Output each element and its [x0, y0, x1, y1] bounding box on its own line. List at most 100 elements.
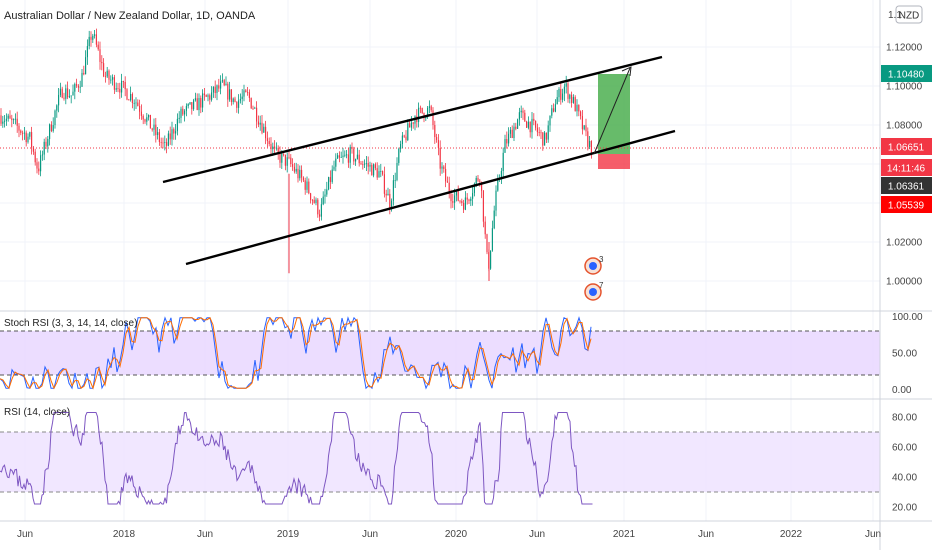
loss-zone[interactable] [598, 154, 630, 169]
candle-body [461, 201, 463, 203]
price-label-text-prev-close: 1.06361 [888, 182, 925, 193]
candle-body [41, 154, 43, 156]
candle-body [202, 93, 204, 108]
candle-body [547, 125, 549, 140]
candle-body [333, 166, 335, 170]
candle-body [133, 102, 135, 104]
candle-body [425, 116, 427, 119]
candle-body [482, 190, 484, 222]
candle-body [4, 120, 6, 122]
candle-body [189, 102, 191, 105]
candle-body [302, 177, 304, 181]
candle-body [434, 125, 436, 138]
candle-body [65, 88, 67, 99]
candle-body [106, 70, 108, 77]
candle-body [398, 148, 400, 163]
event-badge-earnings-icon[interactable]: 3 [584, 255, 604, 275]
candle-body [124, 81, 126, 90]
candle-body [565, 83, 567, 87]
candle-body [419, 107, 421, 109]
candle-body [569, 94, 571, 99]
rsi-tick-label: 40.00 [892, 473, 917, 484]
candle-body [389, 193, 391, 209]
candle-body [36, 162, 38, 169]
candle-body [83, 72, 85, 75]
candle-body [524, 112, 526, 122]
time-tick-label: 2022 [780, 529, 803, 540]
candle-body [58, 94, 60, 106]
candle-body [50, 124, 52, 131]
candle-body [439, 147, 441, 169]
candle-body [356, 154, 358, 159]
channel-upper-line[interactable] [162, 55, 663, 184]
time-tick-label: 2019 [277, 529, 300, 540]
candle-body [540, 132, 542, 134]
candle-body [16, 118, 18, 126]
candle-body [418, 107, 420, 123]
candle-body [59, 88, 61, 95]
candle-body [230, 89, 232, 102]
candle-body [490, 250, 492, 269]
stoch-d-line [0, 316, 592, 390]
candle-body [142, 115, 144, 120]
candle-body [218, 85, 220, 89]
candle-body [261, 122, 263, 133]
candle-body [23, 132, 25, 134]
candle-body [275, 147, 277, 149]
projection-arrow-head-icon [621, 66, 632, 77]
candle-body [500, 171, 502, 178]
candle-body [589, 141, 591, 147]
candle-body [113, 77, 115, 90]
stoch-rsi-title[interactable]: Stoch RSI (3, 3, 14, 14, close) [4, 318, 137, 329]
time-tick-label: Jun [17, 529, 33, 540]
candle-body [358, 154, 360, 164]
projection-arrow-line[interactable] [593, 67, 631, 155]
rsi-title[interactable]: RSI (14, close) [4, 407, 70, 418]
candle-body [221, 80, 223, 82]
candle-body [31, 132, 33, 148]
channel-lower-line[interactable] [185, 129, 676, 266]
time-tick-label: Jun [698, 529, 714, 540]
chart-title: Australian Dollar / New Zealand Dollar, … [4, 10, 256, 22]
candle-body [85, 57, 87, 75]
candle-body [67, 88, 69, 98]
candle-body [297, 168, 299, 179]
price-label-target [881, 65, 932, 82]
candle-body [396, 162, 398, 180]
candle-body [101, 61, 103, 64]
candle-body [590, 141, 592, 156]
candle-body [342, 155, 344, 157]
candle-body [387, 193, 389, 196]
profit-zone[interactable] [598, 74, 630, 154]
candle-body [572, 97, 574, 103]
candle-body [52, 125, 54, 131]
candle-body [504, 139, 506, 153]
price-labels: 1.10480 1.06651 14:11:46 1.06361 1.05539 [881, 65, 932, 213]
time-axis[interactable]: Jun 2018 Jun 2019 Jun 2020 Jun 2021 Jun 2022 Jun [17, 529, 881, 540]
price-label-text-countdown: 14:11:46 [887, 164, 926, 175]
candle-body [542, 132, 544, 146]
candle-body [216, 85, 218, 93]
event-badge-dividend-icon[interactable]: 7 [584, 281, 604, 301]
candle-body [407, 123, 409, 141]
candle-body [308, 181, 310, 194]
candle-body [234, 98, 236, 102]
candle-body [497, 179, 499, 191]
candle-body [268, 141, 270, 145]
candle-body [0, 115, 2, 124]
candle-body [385, 193, 387, 196]
candle-body [311, 199, 313, 201]
currency-badge[interactable]: NZD [895, 5, 923, 24]
candle-body [7, 115, 9, 119]
candle-body [292, 164, 294, 167]
candle-body [88, 36, 90, 47]
candle-body [337, 155, 339, 159]
candle-body [427, 107, 429, 117]
price-axis[interactable]: 1.120001.100001.080001.060001.040001.020… [886, 43, 923, 514]
candle-body [14, 118, 16, 120]
candle-body [45, 141, 47, 147]
candle-body [193, 100, 195, 110]
candle-body [11, 118, 13, 121]
candle-body [587, 131, 589, 147]
